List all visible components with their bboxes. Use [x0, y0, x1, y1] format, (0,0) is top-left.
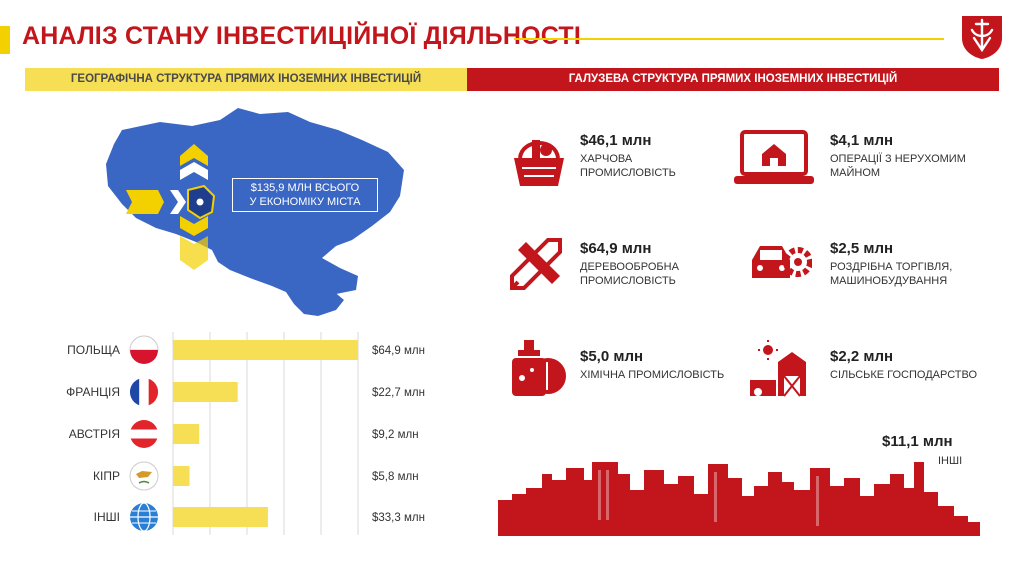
page-title: АНАЛІЗ СТАНУ ІНВЕСТИЦІЙНОЇ ДІЯЛЬНОСТІ [22, 22, 581, 50]
sector-name: Хімічна промисловість [580, 369, 725, 381]
france-flag-icon [129, 378, 159, 406]
austria-flag-icon [130, 420, 158, 448]
city-marker-icon [196, 198, 204, 206]
sector-name: Роздрібна торгівля, машинобудування [830, 261, 953, 287]
total-investment-value: $135,9 млн всього [250, 182, 360, 194]
crimea-shape [296, 286, 344, 316]
country-label: ІНШІ [94, 510, 120, 524]
sector-value: $2,2 млн [830, 348, 894, 365]
country-label: АВСТРІЯ [69, 427, 120, 441]
title-rule [514, 38, 944, 40]
farm-barn-icon [750, 340, 806, 397]
country-bar [173, 424, 200, 444]
country-bar [173, 466, 190, 486]
sector-value: $2,5 млн [830, 240, 894, 257]
sector-item: $64,9 млн Деревообробна промисловість [580, 240, 730, 288]
country-value-label: $9,2 млн [372, 429, 419, 441]
car-gear-icon [752, 246, 812, 278]
total-investment-box: $135,9 млн всього у економіку міста [232, 178, 378, 212]
geo-structure-header: ГЕОГРАФІЧНА СТРУКТУРА ПРЯМИХ ІНОЗЕМНИХ І… [25, 68, 467, 91]
food-basket-icon [514, 140, 564, 186]
city-emblem-icon [962, 16, 1002, 59]
sector-item: $2,5 млн Роздрібна торгівля, машинобудува… [830, 240, 980, 288]
sector-name: Деревообробна промисловість [580, 261, 679, 287]
sector-item: $46,1 млн Харчова промисловість [580, 132, 730, 180]
title-accent [0, 26, 10, 54]
sector-value: $5,0 млн [580, 348, 644, 365]
sector-item: $4,1 млн Операції з нерухомим майном [830, 132, 980, 180]
country-value-label: $33,3 млн [372, 512, 425, 524]
country-label: ФРАНЦІЯ [66, 385, 120, 399]
country-label: ПОЛЬЩА [67, 343, 120, 357]
pencil-ruler-icon [510, 238, 562, 290]
country-value-label: $64,9 млн [372, 345, 425, 357]
sector-value: $46,1 млн [580, 132, 652, 149]
ukraine-map [106, 108, 404, 316]
country-bar [173, 382, 238, 402]
sector-name: Харчова промисловість [580, 153, 676, 179]
chemical-bottle-icon [512, 340, 566, 396]
country-value-label: $5,8 млн [372, 471, 419, 483]
sector-item: $5,0 млн Хімічна промисловість [580, 348, 730, 382]
cyprus-flag-icon [129, 461, 159, 491]
sector-name: Операції з нерухомим майном [830, 153, 966, 179]
sector-name: Сільське господарство [830, 369, 978, 381]
country-bar [173, 340, 358, 360]
total-investment-label: у економіку міста [249, 196, 361, 208]
country-value-label: $22,7 млн [372, 387, 425, 399]
sector-value: $4,1 млн [830, 132, 894, 149]
city-skyline-icon [498, 462, 980, 536]
sector-item: $2,2 млн Сільське господарство [830, 348, 980, 382]
poland-flag-icon [129, 335, 159, 364]
globe-icon [130, 502, 158, 532]
country-label: КІПР [93, 469, 120, 483]
others-label: ІНШІ [938, 455, 963, 467]
sector-value: $64,9 млн [580, 240, 652, 257]
sector-structure-header: ГАЛУЗЕВА СТРУКТУРА ПРЯМИХ ІНОЗЕМНИХ ІНВЕ… [467, 68, 999, 91]
others-value: $11,1 млн [882, 433, 953, 450]
country-bar [173, 507, 268, 527]
real-estate-laptop-icon [734, 130, 814, 184]
country-bar-chart: ПОЛЬЩА $64,9 млн ФРАНЦІЯ $22,7 млн АВСТРІЯ $9… [66, 332, 425, 535]
